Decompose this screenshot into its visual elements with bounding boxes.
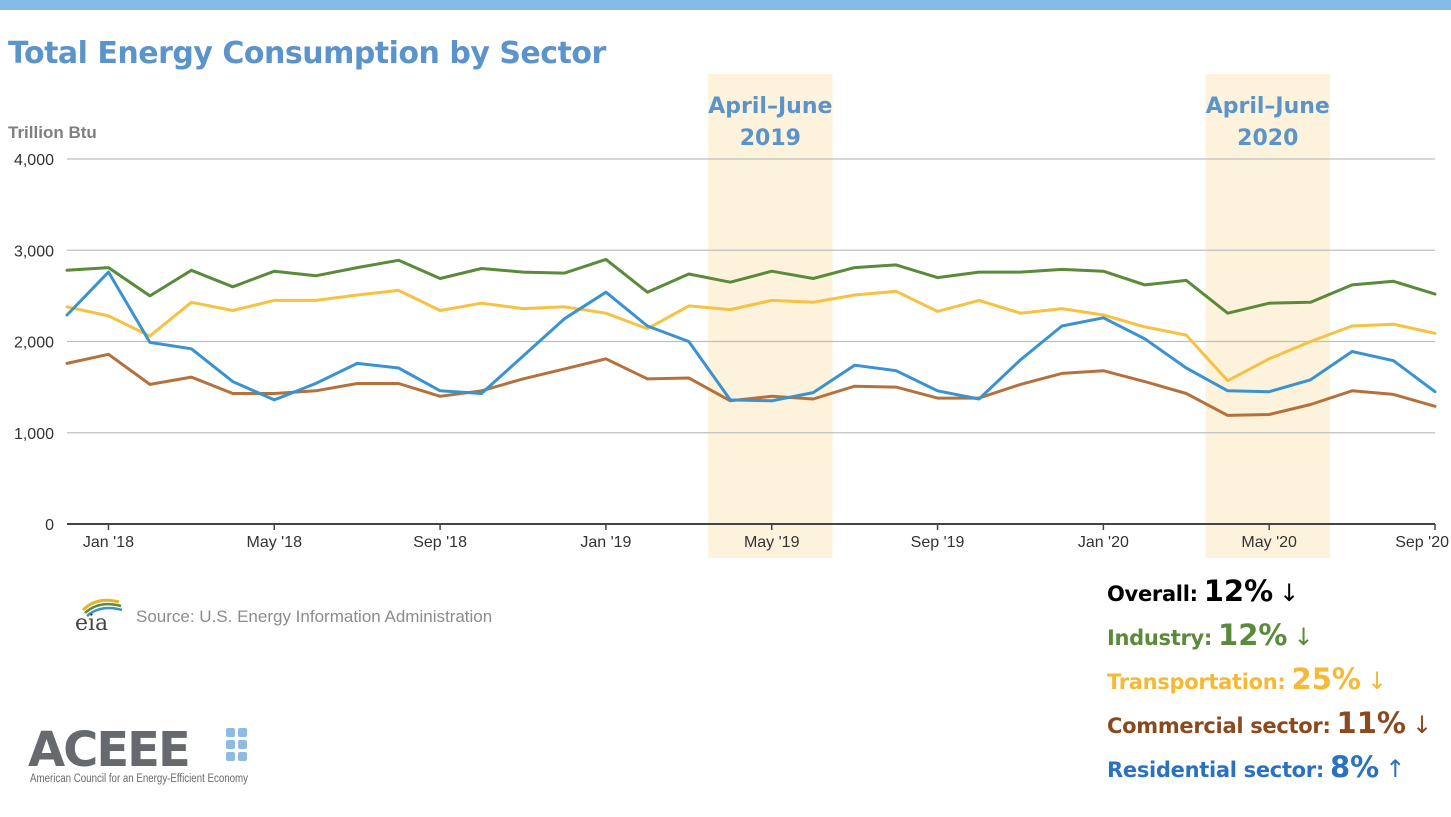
highlight-band-2 bbox=[1205, 74, 1330, 558]
highlight-label-line2: 2019 bbox=[740, 126, 801, 151]
x-tick-label: May '18 bbox=[247, 534, 303, 551]
stat-label: Residential sector: bbox=[1107, 758, 1324, 782]
eia-logo-text: eia bbox=[75, 611, 108, 634]
eia-logo-icon: eia bbox=[75, 598, 123, 634]
y-tick-label: 4,000 bbox=[14, 152, 54, 169]
y-tick-label: 2,000 bbox=[14, 335, 54, 352]
stat-label: Commercial sector: bbox=[1107, 714, 1331, 738]
y-tick-label: 0 bbox=[45, 517, 54, 534]
highlight-band-labels: April–June 2019 April–June 2020 bbox=[708, 94, 1330, 151]
source-text: Source: U.S. Energy Information Administ… bbox=[136, 607, 493, 626]
chart-title: Total Energy Consumption by Sector bbox=[8, 36, 606, 71]
y-axis-unit-label: Trillion Btu bbox=[8, 123, 97, 142]
x-tick-label: Sep '18 bbox=[413, 534, 467, 551]
stat-value: 25% bbox=[1291, 662, 1361, 696]
arrow-down-icon: ↓ bbox=[1366, 667, 1388, 695]
stat-label: Transportation: bbox=[1107, 670, 1286, 694]
aceee-dots-icon bbox=[226, 728, 247, 761]
stat-row: Commercial sector: 11% ↓ bbox=[1107, 706, 1432, 750]
highlight-label-line1: April–June bbox=[708, 94, 832, 119]
stat-label: Industry: bbox=[1107, 626, 1213, 650]
stat-row: Residential sector: 8% ↑ bbox=[1107, 750, 1432, 794]
series-line-transportation bbox=[65, 288, 1437, 383]
x-tick-label: May '20 bbox=[1241, 534, 1297, 551]
highlight-label-line2: 2020 bbox=[1237, 126, 1298, 151]
x-tick-label: Sep '20 bbox=[1395, 534, 1449, 551]
x-axis-ticks: Jan '18 May '18 Sep '18 Jan '19 May '19 Sep '… bbox=[83, 524, 1449, 551]
x-tick-label: Jan '20 bbox=[1078, 534, 1129, 551]
x-tick-label: Jan '19 bbox=[580, 534, 631, 551]
stat-label: Overall: bbox=[1107, 582, 1198, 606]
series-line-residential bbox=[65, 270, 1437, 403]
highlight-bands bbox=[708, 74, 1330, 558]
gridlines bbox=[67, 158, 1435, 525]
arrow-down-icon: ↓ bbox=[1411, 711, 1433, 739]
series-lines bbox=[65, 257, 1437, 417]
arrow-up-icon: ↑ bbox=[1385, 755, 1406, 783]
aceee-logo-text: ACEEE bbox=[28, 722, 189, 778]
x-tick-label: Sep '19 bbox=[911, 534, 965, 551]
aceee-logo: ACEEE American Council for an Energy-Eff… bbox=[28, 722, 248, 785]
top-accent-bar bbox=[0, 0, 1451, 10]
aceee-tagline: American Council for an Energy-Efficient… bbox=[30, 773, 248, 785]
series-line-industry bbox=[65, 257, 1437, 315]
y-tick-label: 3,000 bbox=[14, 243, 54, 260]
stat-row: Overall: 12% ↓ bbox=[1107, 574, 1432, 618]
stat-row: Industry: 12% ↓ bbox=[1107, 618, 1432, 662]
stat-row: Transportation: 25% ↓ bbox=[1107, 662, 1432, 706]
y-tick-label: 1,000 bbox=[14, 426, 54, 443]
stat-value: 8% bbox=[1329, 750, 1380, 784]
highlight-band-1 bbox=[708, 74, 833, 558]
x-tick-label: May '19 bbox=[744, 534, 800, 551]
arrow-down-icon: ↓ bbox=[1293, 623, 1314, 651]
stat-value: 12% bbox=[1218, 618, 1288, 652]
stat-value: 11% bbox=[1336, 706, 1406, 740]
x-tick-label: Jan '18 bbox=[83, 534, 134, 551]
y-axis-ticks: 0 1,000 2,000 3,000 4,000 bbox=[14, 152, 54, 534]
stat-value: 12% bbox=[1203, 574, 1274, 608]
arrow-down-icon: ↓ bbox=[1279, 579, 1300, 607]
change-summary: Overall: 12% ↓ Industry: 12% ↓ Transportation:… bbox=[1107, 574, 1432, 794]
highlight-label-line1: April–June bbox=[1206, 94, 1330, 119]
